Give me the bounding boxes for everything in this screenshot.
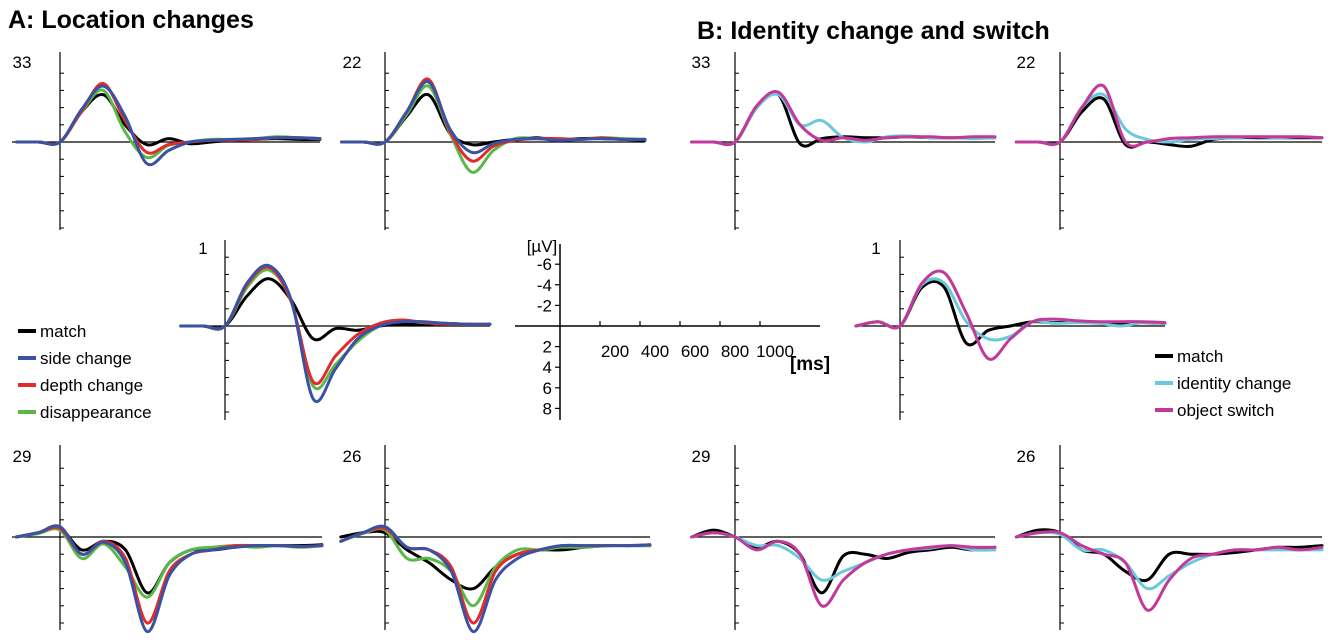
- scale-axes: [µV]-6 -4-2 24 68 200 400 600 800 1000[ms]: [515, 237, 830, 420]
- scale-x-unit: [ms]: [790, 354, 830, 375]
- scale-y-tick-label: 4: [543, 358, 552, 377]
- channel-label: 26: [1017, 447, 1036, 466]
- scale-y-tick-label: -6: [537, 255, 552, 274]
- scale-x-tick-label: 600: [681, 342, 709, 361]
- channel-label: 1: [871, 239, 880, 258]
- panel-b-title: B: Identity change and switch: [697, 17, 1050, 45]
- channel-label: 29: [13, 447, 32, 466]
- erp-plot-a-ch1: 1: [179, 239, 492, 420]
- legend-label-identity-change: identity change: [1177, 374, 1291, 393]
- scale-y-unit: [µV]: [527, 237, 558, 256]
- scale-x-tick-label: 200: [601, 342, 629, 361]
- series-line-side-change: [14, 524, 324, 634]
- series-line-object-switch: [690, 531, 997, 608]
- erp-plot-a-ch29: 29: [12, 445, 324, 634]
- series-line-object-switch: [1014, 83, 1324, 148]
- series-line-disappearance: [15, 88, 322, 160]
- series-line-disappearance: [14, 527, 324, 599]
- scale-y-tick-label: 8: [543, 399, 552, 418]
- series-line-side-change: [15, 84, 322, 167]
- panel-a-title: A: Location changes: [8, 6, 254, 34]
- scale-y-tick-label: 2: [543, 338, 552, 357]
- erp-plot-b-ch1: 1: [854, 239, 1167, 420]
- erp-plot-a-ch33: 33: [12, 52, 322, 230]
- legend-a: match side change depth change disappearanc…: [18, 322, 152, 422]
- series-line-identity-change: [854, 277, 1167, 342]
- channel-label: 33: [13, 53, 32, 72]
- series-line-depth-change: [15, 82, 322, 155]
- legend-label-object-switch: object switch: [1177, 401, 1274, 420]
- series-line-side-change: [339, 524, 652, 634]
- erp-plot-b-ch33: 33: [690, 52, 997, 230]
- series-line-identity-change: [1014, 530, 1324, 591]
- scale-y-tick-label: -4: [537, 276, 552, 295]
- channel-label: 22: [343, 53, 362, 72]
- channel-label: 33: [692, 53, 711, 72]
- series-line-depth-change: [339, 526, 652, 625]
- channel-label: 22: [1017, 53, 1036, 72]
- erp-plot-b-ch29: 29: [690, 445, 997, 630]
- legend-b: match identity change object switch: [1155, 347, 1291, 420]
- legend-label-depth-change: depth change: [40, 376, 143, 395]
- scale-x-tick-label: 1000: [756, 342, 794, 361]
- channel-label: 26: [343, 447, 362, 466]
- erp-plot-b-ch22: 22: [1014, 52, 1324, 230]
- series-line-object-switch: [854, 269, 1167, 361]
- series-line-side-change: [179, 263, 492, 404]
- scale-y-tick-label: -2: [537, 296, 552, 315]
- legend-label-disappearance: disappearance: [40, 403, 152, 422]
- scale-x-tick-label: 400: [641, 342, 669, 361]
- legend-label-match: match: [1177, 347, 1223, 366]
- series-line-disappearance: [339, 527, 652, 608]
- erp-plot-a-ch22: 22: [340, 52, 647, 230]
- series-line-object-switch: [1014, 530, 1324, 612]
- scale-y-tick-label: 6: [543, 379, 552, 398]
- legend-label-side-change: side change: [40, 349, 132, 368]
- series-line-side-change: [340, 80, 647, 155]
- scale-x-tick-label: 800: [721, 342, 749, 361]
- channel-label: 1: [198, 239, 207, 258]
- channel-label: 29: [692, 447, 711, 466]
- legend-label-match: match: [40, 322, 86, 341]
- erp-plot-a-ch26: 26: [339, 445, 652, 634]
- series-line-object-switch: [690, 89, 997, 147]
- erp-plot-b-ch26: 26: [1014, 445, 1324, 630]
